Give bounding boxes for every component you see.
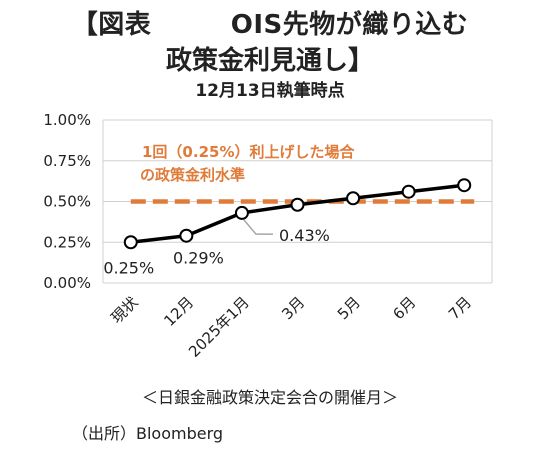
chart-subtitle-date: 12月13日執筆時点 xyxy=(195,81,345,101)
x-tick-label: 12月 xyxy=(160,293,197,330)
data-point xyxy=(123,235,138,250)
x-axis-caption: ＜日銀金融政策決定会合の開催月＞ xyxy=(141,388,398,407)
x-tick-label: 3月 xyxy=(278,293,308,323)
data-point xyxy=(457,178,472,193)
data-label: 0.25% xyxy=(103,258,154,277)
ois-forecast-line-chart: 0.00% 0.25% 0.50% 0.75% 1.00% 1回（0.25%）利上げした場… xyxy=(43,111,493,361)
chart-title-line1: 【図表 OIS先物が織り込む xyxy=(71,10,469,40)
source-note: （出所）Bloomberg xyxy=(72,424,224,443)
x-tick-label: 2025年1月 xyxy=(185,293,253,361)
y-tick-label: 0.25% xyxy=(43,233,91,251)
data-point xyxy=(179,228,194,243)
y-tick-label: 1.00% xyxy=(43,111,91,129)
data-point xyxy=(346,191,361,206)
chart-title-line2: 政策金利見通し】 xyxy=(165,46,374,76)
data-point xyxy=(290,197,305,212)
reference-label-line1: 1回（0.25%）利上げした場合 xyxy=(142,143,355,161)
x-tick-label: 6月 xyxy=(389,293,419,323)
data-label-leader xyxy=(243,219,273,235)
x-tick-label: 7月 xyxy=(445,293,475,323)
data-point xyxy=(234,205,249,220)
y-tick-label: 0.50% xyxy=(43,193,91,211)
data-label: 0.29% xyxy=(173,249,224,268)
data-point xyxy=(401,184,416,199)
x-tick-label: 5月 xyxy=(334,293,364,323)
reference-label-line2: の政策金利水準 xyxy=(140,166,245,184)
y-tick-label: 0.75% xyxy=(43,152,91,170)
x-tick-label: 現状 xyxy=(108,293,142,327)
data-label: 0.43% xyxy=(279,226,330,245)
y-tick-label: 0.00% xyxy=(43,274,91,292)
